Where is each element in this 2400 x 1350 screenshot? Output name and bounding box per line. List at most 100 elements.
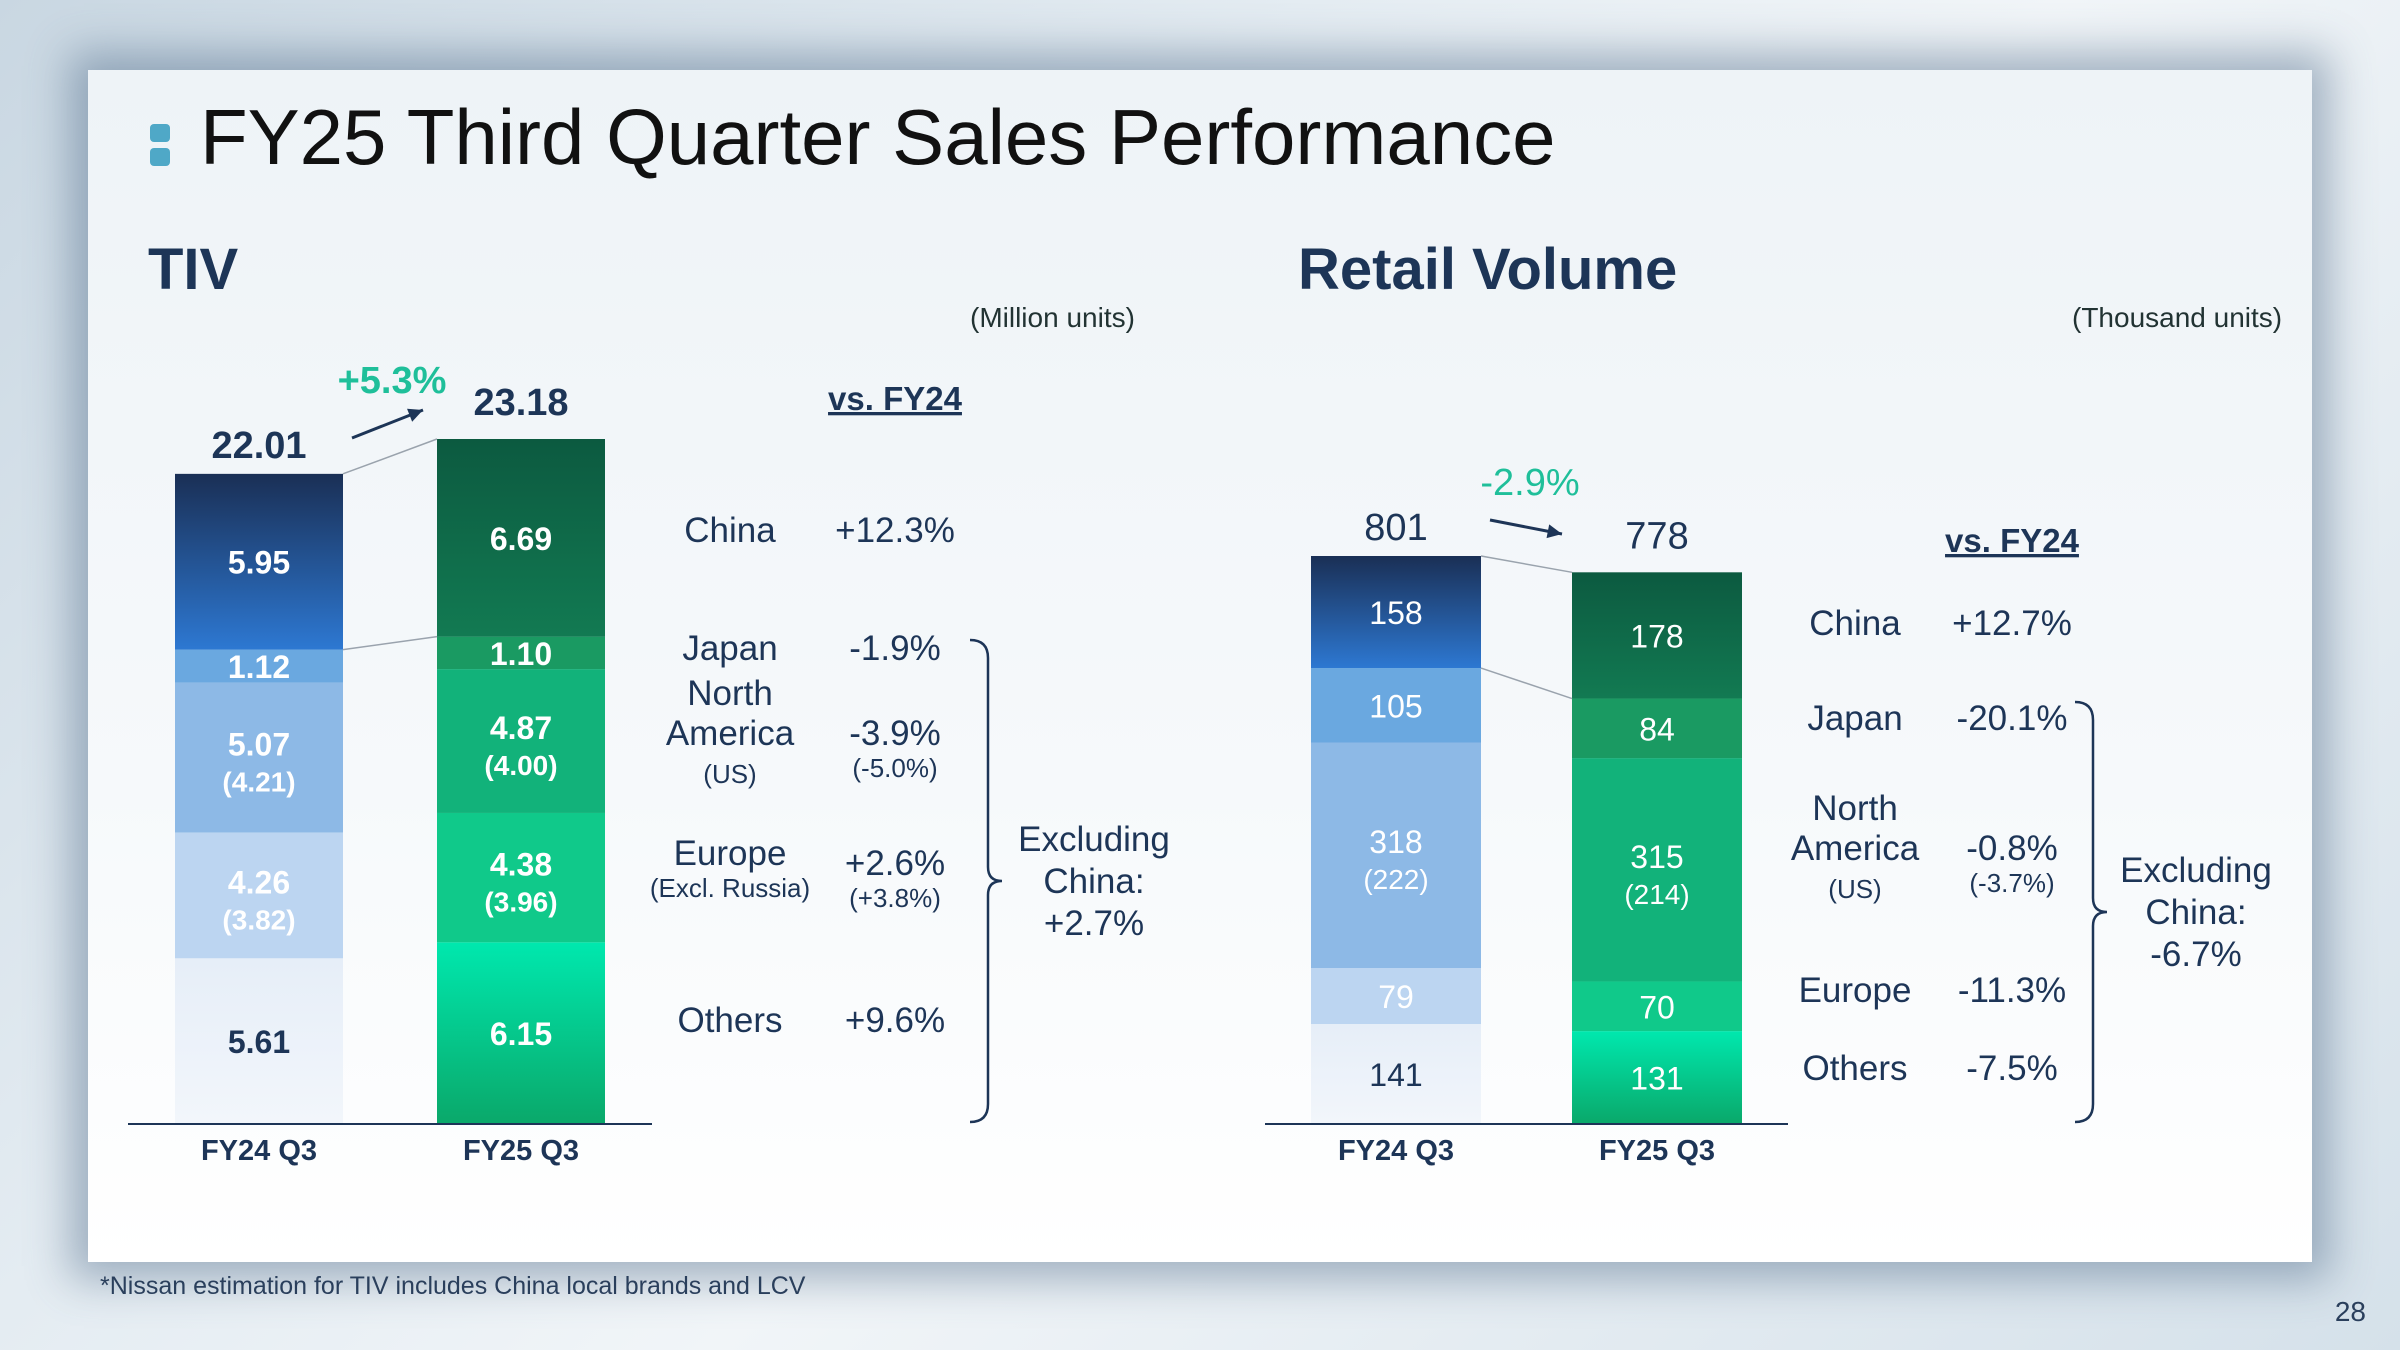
excluding-china-label: China: bbox=[1043, 862, 1144, 901]
bar-label: 79 bbox=[1378, 979, 1414, 1015]
bar-china-fy25-q3 bbox=[437, 439, 605, 637]
region-label: (Excl. Russia) bbox=[650, 873, 810, 903]
bar-others-fy25-q3 bbox=[437, 942, 605, 1124]
bar-europe-fy24-q3 bbox=[175, 832, 343, 959]
bar-label: 318 bbox=[1369, 824, 1422, 860]
bar-sub-label: (3.82) bbox=[222, 904, 295, 935]
bar-total-label: 778 bbox=[1625, 515, 1688, 557]
bar-sub-label: (214) bbox=[1624, 879, 1689, 910]
change-sub-label: (+3.8%) bbox=[849, 883, 941, 913]
region-label: Europe bbox=[674, 834, 787, 873]
bar-sub-label: (222) bbox=[1363, 864, 1428, 895]
bar-china-fy25-q3 bbox=[1572, 572, 1742, 699]
bar-china-fy24-q3 bbox=[175, 473, 343, 650]
bar-label: 6.69 bbox=[490, 521, 552, 557]
change-label: +12.7% bbox=[1952, 604, 2072, 643]
bar-label: 178 bbox=[1630, 618, 1683, 654]
tiv-unit-label: (Million units) bbox=[970, 302, 1135, 333]
bar-label: 141 bbox=[1369, 1057, 1422, 1093]
bar-label: 84 bbox=[1639, 711, 1675, 747]
bar-label: 1.12 bbox=[228, 649, 290, 685]
bar-sub-label: (4.21) bbox=[222, 767, 295, 798]
x-tick-label: FY25 Q3 bbox=[1599, 1135, 1715, 1167]
change-label: -7.5% bbox=[1966, 1049, 2057, 1088]
bar-label: 4.26 bbox=[228, 864, 290, 900]
bar-north-america-fy25-q3 bbox=[1572, 758, 1742, 982]
x-tick-label: FY25 Q3 bbox=[463, 1135, 579, 1167]
x-tick-label: FY24 Q3 bbox=[201, 1135, 317, 1167]
connector-line bbox=[1480, 667, 1573, 700]
bar-label: 315 bbox=[1630, 839, 1683, 875]
excluding-china-brace-icon bbox=[2074, 700, 2108, 1124]
bar-north-america-fy25-q3 bbox=[437, 669, 605, 813]
region-label: North bbox=[687, 674, 773, 713]
region-label: Europe bbox=[1799, 971, 1912, 1010]
bar-europe-fy24-q3 bbox=[1311, 967, 1481, 1025]
bar-japan-fy25-q3 bbox=[1572, 698, 1742, 759]
region-label: China bbox=[1809, 604, 1901, 643]
change-sub-label: (-3.7%) bbox=[1969, 868, 2054, 898]
bar-europe-fy25-q3 bbox=[437, 812, 605, 943]
excluding-china-label: Excluding bbox=[1018, 820, 1170, 859]
title-bullet-icon bbox=[150, 148, 170, 166]
region-label: (US) bbox=[1828, 874, 1881, 904]
bar-north-america-fy24-q3 bbox=[1311, 742, 1481, 968]
region-label: (US) bbox=[703, 759, 756, 789]
growth-label: +5.3% bbox=[338, 360, 447, 402]
bar-total-label: 801 bbox=[1364, 507, 1427, 549]
tiv-section-title: TIV bbox=[148, 237, 239, 302]
x-tick-label: FY24 Q3 bbox=[1338, 1135, 1454, 1167]
vs-fy24-header: vs. FY24 bbox=[828, 380, 963, 417]
footnote: *Nissan estimation for TIV includes Chin… bbox=[100, 1272, 806, 1300]
connector-line bbox=[342, 635, 438, 651]
change-sub-label: (-5.0%) bbox=[852, 753, 937, 783]
bar-label: 4.87 bbox=[490, 710, 552, 746]
change-label: +12.3% bbox=[835, 511, 955, 550]
region-label: China bbox=[684, 511, 776, 550]
bar-label: 5.07 bbox=[228, 727, 290, 763]
bar-label: 131 bbox=[1630, 1061, 1683, 1097]
excluding-china-label: China: bbox=[2145, 893, 2246, 932]
connector-line bbox=[1480, 555, 1573, 574]
bar-others-fy24-q3 bbox=[1311, 1024, 1481, 1124]
connector-line bbox=[342, 438, 438, 475]
bar-label: 4.38 bbox=[490, 847, 552, 883]
region-label: Others bbox=[1802, 1049, 1907, 1088]
bar-label: 5.95 bbox=[228, 545, 290, 581]
change-label: +2.6% bbox=[845, 844, 945, 883]
region-label: North bbox=[1812, 789, 1898, 828]
bar-label: 70 bbox=[1639, 989, 1675, 1025]
retail-unit-label: (Thousand units) bbox=[2072, 302, 2283, 333]
region-label: America bbox=[666, 714, 795, 753]
page-number: 28 bbox=[2334, 1296, 2366, 1327]
change-label: -0.8% bbox=[1966, 829, 2057, 868]
change-label: +9.6% bbox=[845, 1001, 945, 1040]
change-label: -1.9% bbox=[849, 629, 940, 668]
bar-china-fy24-q3 bbox=[1311, 556, 1481, 669]
excluding-china-label: +2.7% bbox=[1044, 904, 1144, 943]
excluding-china-brace-icon bbox=[969, 638, 1003, 1124]
change-label: -3.9% bbox=[849, 714, 940, 753]
bar-japan-fy25-q3 bbox=[437, 636, 605, 670]
title-bullet-icon bbox=[150, 124, 170, 142]
change-label: -11.3% bbox=[1958, 971, 2066, 1010]
region-label: Japan bbox=[682, 629, 777, 668]
bar-label: 5.61 bbox=[228, 1024, 290, 1060]
bar-europe-fy25-q3 bbox=[1572, 981, 1742, 1032]
page-title: FY25 Third Quarter Sales Performance bbox=[200, 93, 1556, 181]
region-label: Japan bbox=[1807, 699, 1902, 738]
bar-total-label: 23.18 bbox=[473, 382, 568, 424]
bar-north-america-fy24-q3 bbox=[175, 682, 343, 833]
growth-arrow-head-icon bbox=[1546, 524, 1562, 539]
bar-label: 6.15 bbox=[490, 1016, 552, 1052]
excluding-china-label: -6.7% bbox=[2150, 935, 2241, 974]
bar-label: 1.10 bbox=[490, 636, 552, 672]
bar-label: 158 bbox=[1369, 595, 1422, 631]
bar-label: 105 bbox=[1369, 688, 1422, 724]
growth-arrow-head-icon bbox=[407, 408, 423, 422]
region-label: America bbox=[1791, 829, 1920, 868]
vs-fy24-header: vs. FY24 bbox=[1945, 522, 2080, 559]
change-label: -20.1% bbox=[1957, 699, 2068, 738]
